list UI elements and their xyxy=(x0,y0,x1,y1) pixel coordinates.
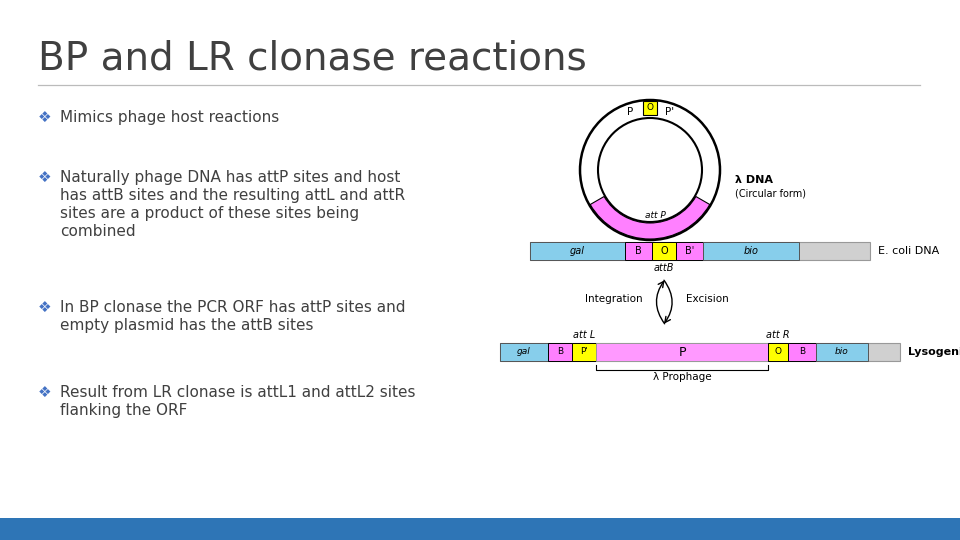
Text: gal: gal xyxy=(570,246,585,256)
Text: P': P' xyxy=(580,348,588,356)
Text: P': P' xyxy=(665,107,675,117)
Text: ❖: ❖ xyxy=(38,385,52,400)
Text: flanking the ORF: flanking the ORF xyxy=(60,403,187,418)
Wedge shape xyxy=(590,197,709,239)
Bar xyxy=(643,101,657,115)
Text: Integration: Integration xyxy=(585,294,642,303)
Text: bio: bio xyxy=(743,246,758,256)
Text: ❖: ❖ xyxy=(38,170,52,185)
Bar xyxy=(530,242,625,260)
Text: O: O xyxy=(660,246,668,256)
Text: Lysogenic DNA: Lysogenic DNA xyxy=(908,347,960,357)
Text: empty plasmid has the attB sites: empty plasmid has the attB sites xyxy=(60,318,314,333)
Text: In BP clonase the PCR ORF has attP sites and: In BP clonase the PCR ORF has attP sites… xyxy=(60,300,405,315)
Text: B: B xyxy=(557,348,564,356)
Text: P: P xyxy=(627,107,634,117)
Circle shape xyxy=(580,100,720,240)
Text: (Circular form): (Circular form) xyxy=(735,189,806,199)
Bar xyxy=(500,343,900,361)
Text: Result from LR clonase is attL1 and attL2 sites: Result from LR clonase is attL1 and attL… xyxy=(60,385,416,400)
Bar xyxy=(500,343,548,361)
Text: Naturally phage DNA has attP sites and host: Naturally phage DNA has attP sites and h… xyxy=(60,170,400,185)
Text: Mimics phage host reactions: Mimics phage host reactions xyxy=(60,110,279,125)
Text: ❖: ❖ xyxy=(38,110,52,125)
Bar xyxy=(625,242,653,260)
Text: λ Prophage: λ Prophage xyxy=(653,372,711,382)
Text: combined: combined xyxy=(60,224,135,239)
Text: O: O xyxy=(646,104,654,112)
Text: attB: attB xyxy=(654,263,675,273)
Text: gal: gal xyxy=(517,348,531,356)
Circle shape xyxy=(598,118,702,222)
Bar xyxy=(596,343,768,361)
Text: att R: att R xyxy=(766,330,790,340)
Text: sites are a product of these sites being: sites are a product of these sites being xyxy=(60,206,359,221)
Text: P: P xyxy=(679,346,685,359)
Bar xyxy=(768,343,788,361)
Text: E. coli DNA: E. coli DNA xyxy=(878,246,939,256)
Text: O: O xyxy=(775,348,781,356)
Text: att P: att P xyxy=(644,211,665,220)
Bar xyxy=(0,518,960,540)
Bar xyxy=(704,242,799,260)
Text: B: B xyxy=(636,246,642,256)
Text: Excision: Excision xyxy=(686,294,729,303)
Bar xyxy=(548,343,572,361)
Text: bio: bio xyxy=(835,348,849,356)
Bar xyxy=(788,343,816,361)
Bar xyxy=(530,242,870,260)
Text: B': B' xyxy=(685,246,694,256)
Text: ❖: ❖ xyxy=(38,300,52,315)
Text: has attB sites and the resulting attL and attR: has attB sites and the resulting attL an… xyxy=(60,188,405,203)
Text: BP and LR clonase reactions: BP and LR clonase reactions xyxy=(38,40,587,78)
Text: att L: att L xyxy=(573,330,595,340)
Bar xyxy=(653,242,676,260)
Text: λ DNA: λ DNA xyxy=(735,175,773,185)
Bar xyxy=(816,343,868,361)
Bar xyxy=(676,242,704,260)
Bar xyxy=(572,343,596,361)
Text: B: B xyxy=(799,348,805,356)
